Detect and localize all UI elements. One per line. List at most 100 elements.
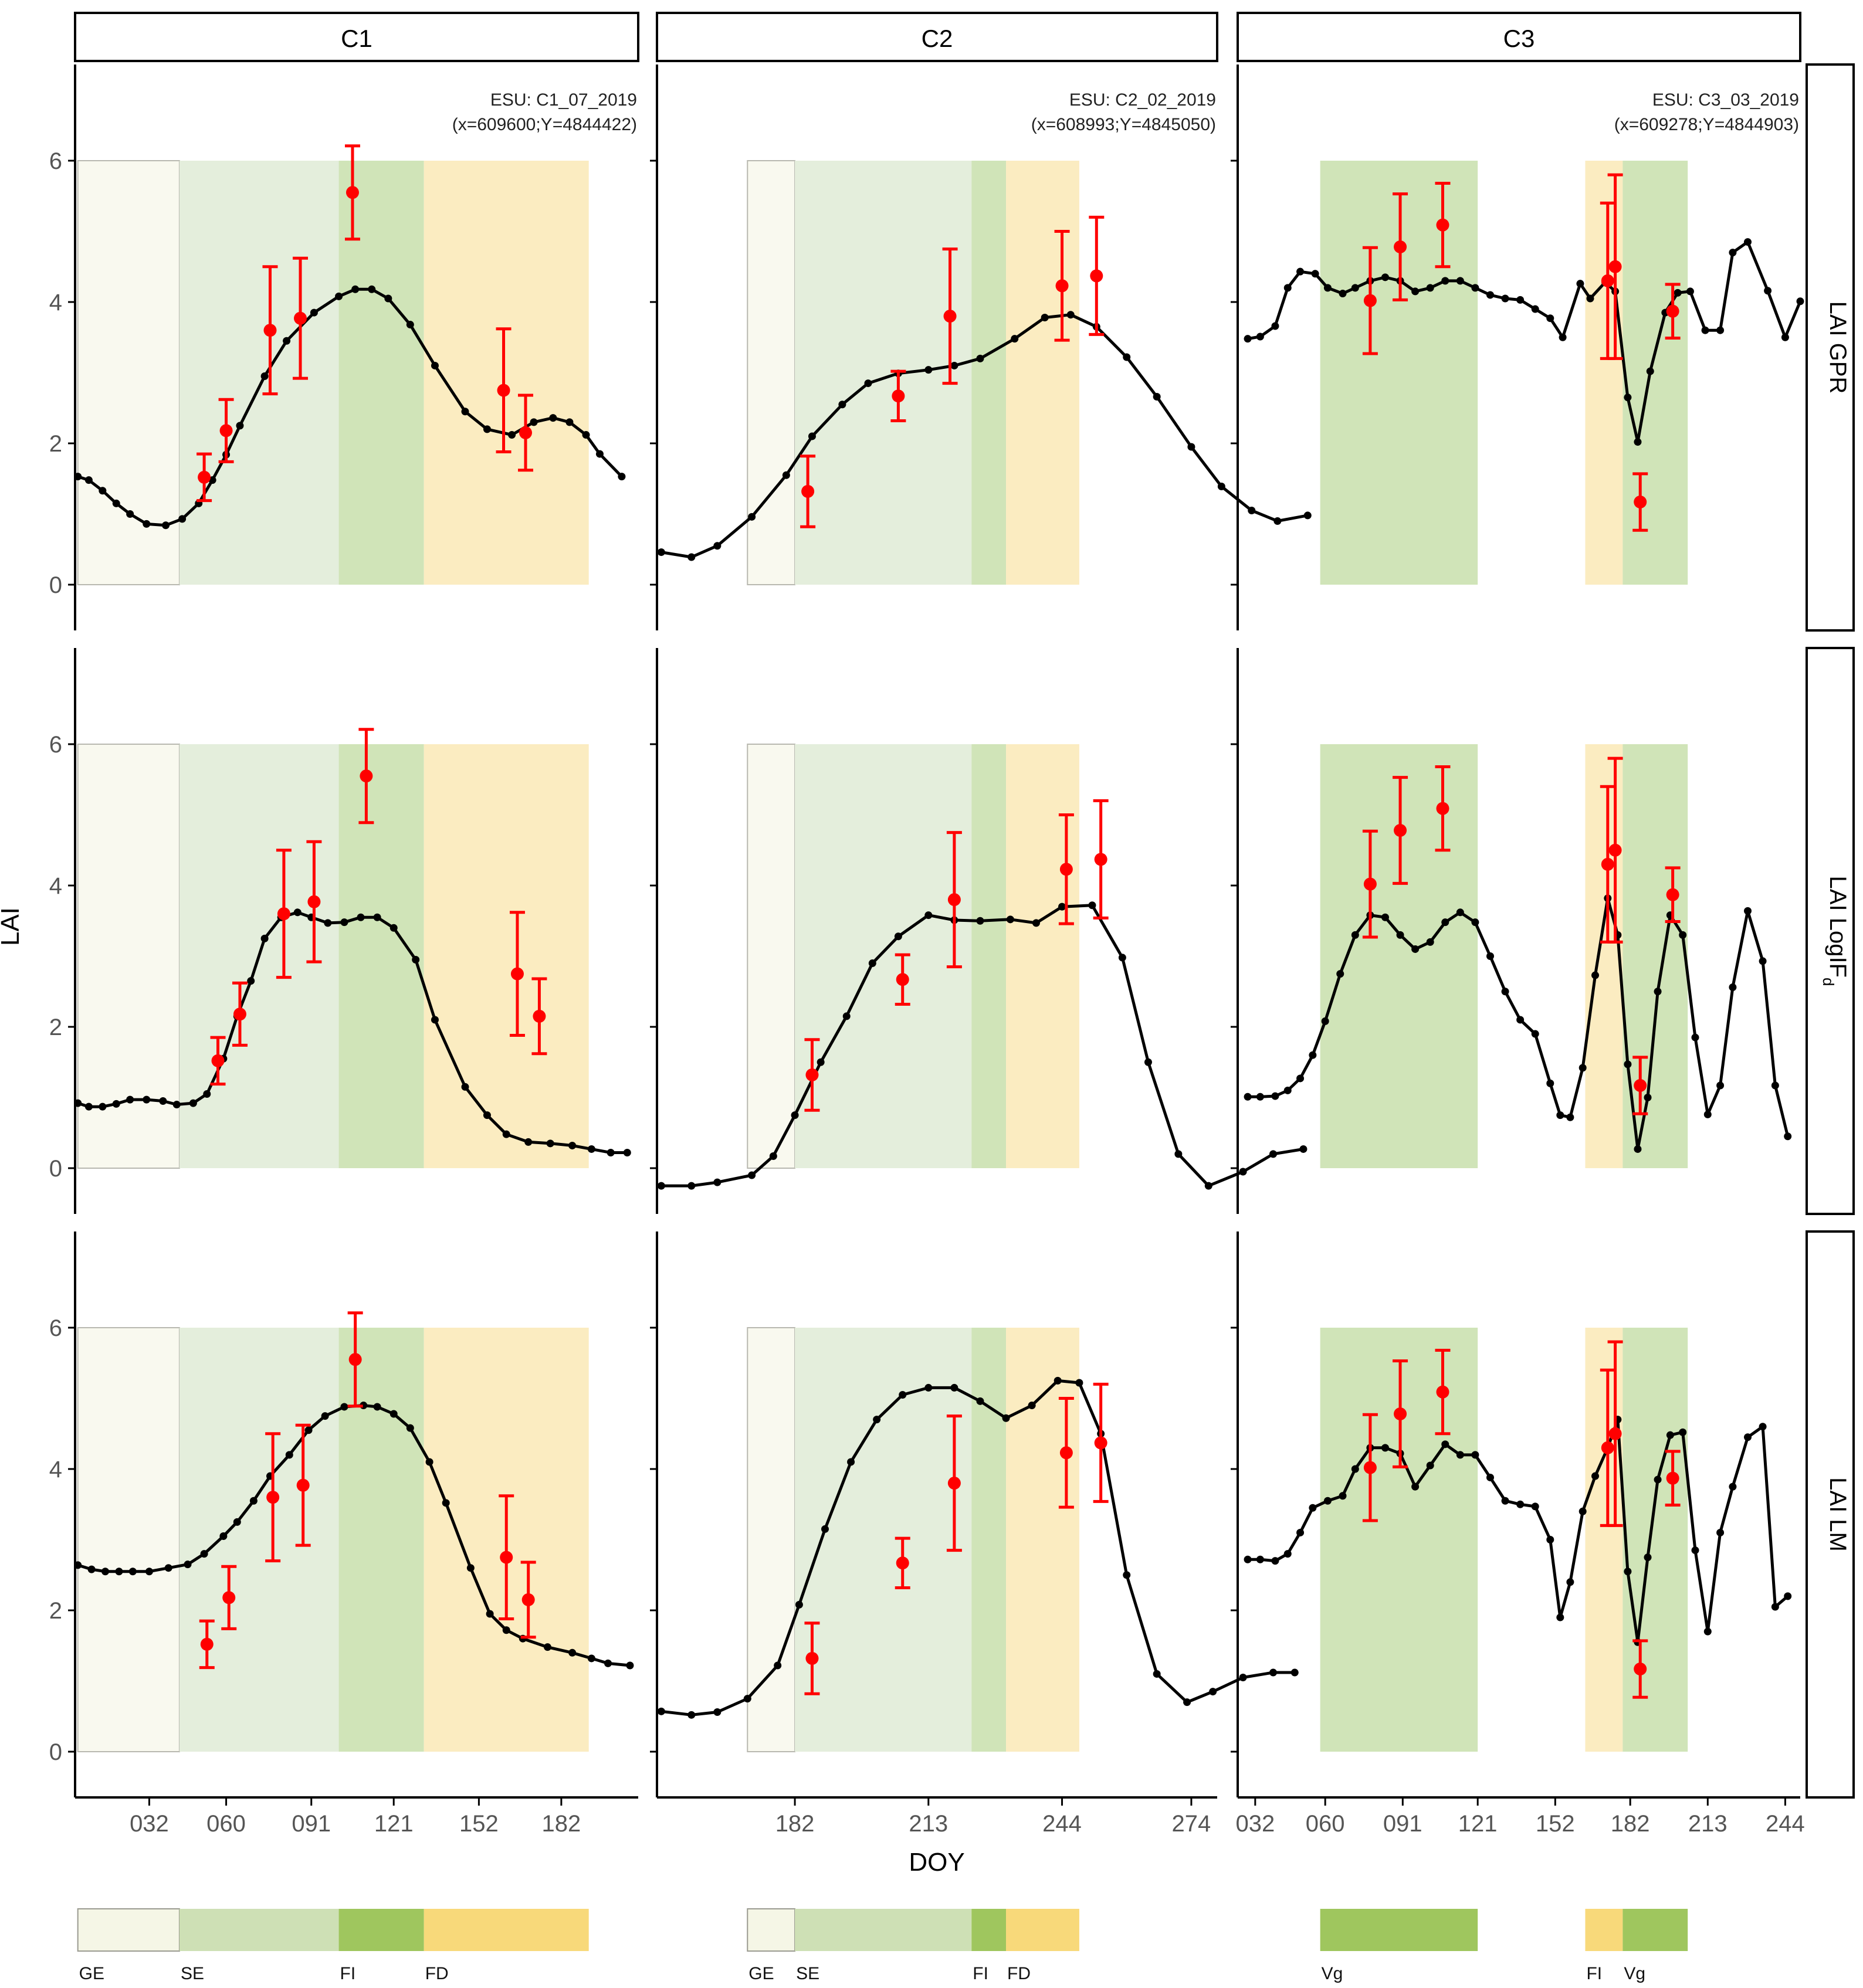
lai-estimate-point <box>461 408 469 416</box>
phase-band-fi <box>1585 161 1623 585</box>
lai-estimate-point <box>1244 335 1252 343</box>
lai-estimate-point <box>1351 931 1359 939</box>
lai-estimate-point <box>406 321 414 329</box>
lai-estimate-point <box>1646 367 1654 375</box>
measured-lai-point <box>222 1591 236 1604</box>
lai-estimate-point <box>607 1148 615 1156</box>
lai-estimate-point <box>769 1152 777 1161</box>
lai-estimate-point <box>126 1095 134 1104</box>
column-strip-label: C3 <box>1503 25 1535 52</box>
measured-lai-point <box>533 1009 546 1023</box>
x-tick-label: 244 <box>1766 1811 1805 1837</box>
lai-estimate-point <box>1624 1568 1632 1576</box>
lai-estimate-point <box>1256 1093 1264 1101</box>
measured-lai-point <box>1634 496 1647 509</box>
column-strip-label: C2 <box>922 25 953 52</box>
lai-estimate-point <box>1441 277 1449 285</box>
measured-lai-point <box>497 384 510 397</box>
lai-estimate-point <box>1703 1627 1712 1636</box>
lai-estimate-point <box>1781 333 1789 341</box>
lai-estimate-point <box>924 911 933 920</box>
lai-estimate-point <box>283 337 291 345</box>
measured-lai-point <box>1608 260 1622 273</box>
lai-estimate-point <box>293 908 302 917</box>
phase-band-se <box>795 1328 972 1752</box>
lai-estimate-line <box>1248 897 1790 1151</box>
lai-estimate-point <box>976 917 984 925</box>
phase-band-fd <box>1006 1328 1079 1752</box>
lai-estimate-point <box>431 361 439 369</box>
lai-estimate-point <box>373 1403 381 1411</box>
measured-lai-point <box>1666 1471 1679 1485</box>
panel-c2-row2 <box>650 648 1308 1214</box>
lai-estimate-point <box>1516 296 1525 304</box>
lai-estimate-point <box>1566 1113 1574 1121</box>
legend-swatch-se <box>179 1909 339 1951</box>
lai-estimate-point <box>587 1145 595 1153</box>
lai-estimate-point <box>1471 918 1479 927</box>
lai-estimate-point <box>84 1102 93 1111</box>
lai-estimate-point <box>368 285 376 293</box>
lai-estimate-point <box>1471 284 1479 292</box>
lai-estimate-point <box>1546 314 1554 323</box>
esu-coordinates: (x=609600;Y=4844422) <box>452 115 637 134</box>
lai-estimate-point <box>1311 270 1319 278</box>
lai-estimate-point <box>486 1610 494 1618</box>
measured-lai-point <box>1634 1079 1647 1093</box>
lai-estimate-point <box>1546 1079 1554 1087</box>
measured-lai-point <box>266 1491 280 1504</box>
measured-lai-point <box>943 310 957 323</box>
lai-estimate-point <box>1336 970 1344 978</box>
lai-estimate-point <box>774 1661 782 1670</box>
lai-estimate-point <box>842 1012 851 1020</box>
lai-estimate-point <box>899 1390 907 1399</box>
lai-estimate-point <box>1471 1451 1479 1459</box>
lai-estimate-point <box>587 1654 595 1663</box>
lai-estimate-point <box>74 1561 82 1569</box>
lai-estimate-point <box>950 361 958 369</box>
phase-band-fd <box>1006 161 1079 585</box>
lai-estimate-point <box>1217 483 1225 491</box>
lai-estimate-point <box>112 1100 120 1108</box>
measured-lai-point <box>1608 1427 1622 1440</box>
phase-band-fd <box>424 161 589 585</box>
phase-band-se <box>179 1328 339 1752</box>
x-tick-label: 182 <box>775 1811 815 1837</box>
lai-estimate-point <box>184 1560 192 1569</box>
y-tick-label: 2 <box>49 1598 62 1624</box>
lai-estimate-point <box>99 1102 107 1111</box>
lai-estimate-point <box>1654 1475 1662 1484</box>
phase-band-ge <box>77 160 180 585</box>
lai-estimate-point <box>442 1499 450 1507</box>
x-tick-label: 182 <box>542 1811 581 1837</box>
lai-estimate-point <box>1269 1668 1277 1677</box>
lai-estimate-point <box>1679 931 1687 939</box>
lai-estimate-point <box>115 1568 123 1576</box>
lai-estimate-point <box>412 956 420 964</box>
row-strip-label: LAI GPR <box>1825 301 1851 394</box>
measured-lai-point <box>805 1651 819 1665</box>
lai-estimate-point <box>178 515 187 523</box>
lai-estimate-point <box>1248 506 1256 514</box>
legend-swatch-vg <box>1320 1909 1478 1951</box>
x-tick-label: 182 <box>1611 1811 1650 1837</box>
lai-estimate-point <box>1501 294 1509 303</box>
lai-estimate-point <box>164 1564 172 1572</box>
lai-estimate-point <box>389 924 398 932</box>
lai-estimate-point <box>713 1708 722 1716</box>
lai-estimate-point <box>1716 1528 1725 1536</box>
lai-estimate-point <box>1187 443 1195 451</box>
measured-lai-point <box>947 893 961 907</box>
lai-estimate-point <box>1674 289 1682 297</box>
phase-band-fi <box>971 1328 1007 1752</box>
lai-estimate-point <box>1644 1094 1652 1101</box>
lai-estimate-point <box>384 294 392 303</box>
measured-lai-point <box>510 967 524 981</box>
lai-estimate-point <box>1516 1016 1525 1024</box>
legend-label: FI <box>1586 1964 1602 1983</box>
lai-estimate-point <box>1729 249 1737 257</box>
phase-band-fd <box>424 744 589 1168</box>
legend-label: FI <box>340 1964 356 1983</box>
lai-estimate-point <box>1486 291 1494 299</box>
lai-estimate-point <box>1339 290 1347 298</box>
